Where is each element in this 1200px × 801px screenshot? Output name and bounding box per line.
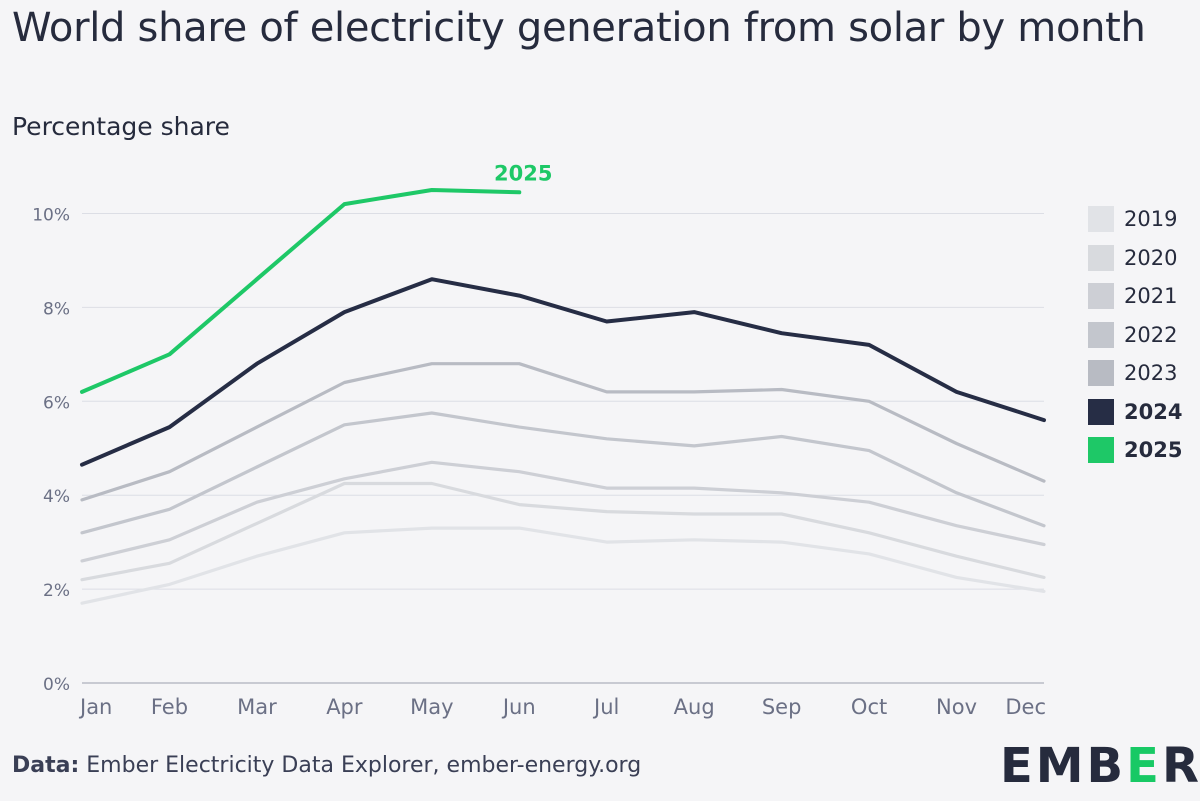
x-tick-label: Mar [237, 695, 277, 719]
series-line-2022 [80, 411, 1046, 535]
x-tick-label: Jan [78, 695, 112, 719]
legend-swatch [1088, 360, 1114, 387]
legend-item-2024: 2024 [1088, 393, 1182, 432]
legend-label: 2022 [1124, 322, 1178, 347]
legend-swatch [1088, 321, 1114, 348]
legend: 2019 2020 2021 2022 2023 2024 2025 [1088, 200, 1182, 470]
legend-swatch [1088, 206, 1114, 233]
y-tick-label: 0% [43, 675, 70, 695]
series-annotation-2025: 2025 [494, 161, 552, 185]
legend-swatch [1088, 244, 1114, 271]
legend-item-2023: 2023 [1088, 354, 1182, 393]
legend-item-2021: 2021 [1088, 277, 1182, 316]
x-tick-label: Nov [936, 695, 977, 719]
data-source: Data: Ember Electricity Data Explorer, e… [12, 753, 641, 778]
legend-item-2019: 2019 [1088, 200, 1182, 239]
legend-label: 2020 [1124, 245, 1178, 270]
legend-swatch [1088, 283, 1114, 310]
legend-label: 2023 [1124, 361, 1178, 386]
legend-item-2022: 2022 [1088, 316, 1182, 355]
series-line-2025 [80, 188, 522, 394]
series-line-2019 [80, 526, 1046, 605]
y-tick-label: 8% [43, 299, 70, 319]
legend-item-2020: 2020 [1088, 239, 1182, 278]
y-tick-label: 10% [32, 205, 70, 225]
x-tick-label: Dec [1005, 695, 1046, 719]
series-line-2021 [80, 460, 1046, 563]
y-tick-label: 4% [43, 487, 70, 507]
x-tick-label: May [410, 695, 453, 719]
y-tick-label: 2% [43, 581, 70, 601]
chart-subtitle: Percentage share [12, 112, 230, 141]
legend-swatch [1088, 398, 1114, 425]
y-tick-label: 6% [43, 393, 70, 413]
series-line-2024 [80, 277, 1046, 467]
legend-swatch [1088, 437, 1114, 464]
x-tick-label: Sep [762, 695, 802, 719]
source-label: Data: [12, 753, 80, 778]
x-tick-label: Jun [501, 695, 536, 719]
x-tick-label: Jul [592, 695, 619, 719]
logo-accent-letter: E [1126, 738, 1162, 794]
legend-label: 2025 [1124, 438, 1183, 463]
source-text: Ember Electricity Data Explorer, ember-e… [86, 753, 642, 778]
chart-title: World share of electricity generation fr… [12, 5, 1146, 51]
x-tick-label: Oct [851, 695, 887, 719]
legend-label: 2019 [1124, 207, 1178, 232]
x-tick-label: Aug [674, 695, 715, 719]
logo-text-end: R [1161, 738, 1200, 794]
series-line-2020 [80, 481, 1046, 582]
legend-label: 2021 [1124, 284, 1178, 309]
logo-text-start: EMB [1000, 738, 1127, 794]
legend-label: 2024 [1124, 399, 1183, 424]
x-tick-label: Feb [151, 695, 188, 719]
series-line-2023 [80, 362, 1046, 502]
ember-logo: EMBER [1000, 738, 1200, 794]
x-tick-label: Apr [326, 695, 363, 719]
legend-item-2025: 2025 [1088, 431, 1182, 470]
